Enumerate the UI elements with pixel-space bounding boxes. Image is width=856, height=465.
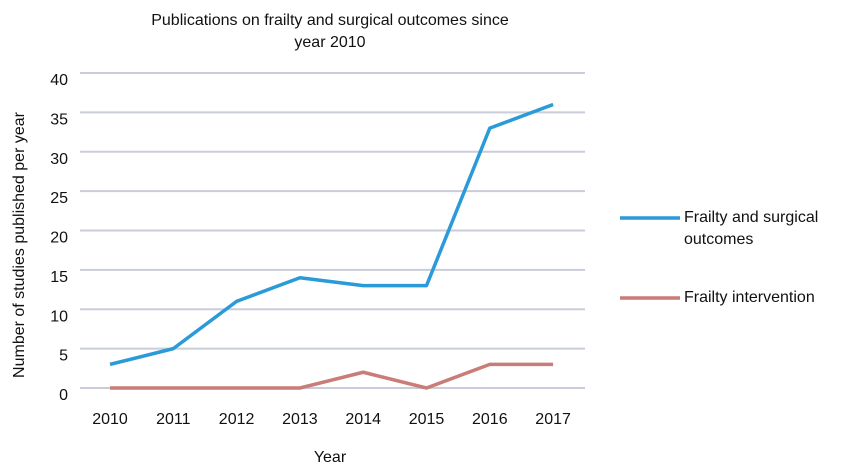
legend-label: Frailty intervention — [684, 289, 815, 306]
legend-label: Frailty and surgical outcomes — [684, 209, 819, 248]
x-tick-label: 2011 — [156, 411, 191, 428]
y-tick-label: 30 — [50, 151, 68, 168]
y-tick-label: 25 — [50, 190, 68, 207]
chart-title: Publications on frailty and surgical out… — [151, 12, 509, 51]
x-tick-label: 2015 — [409, 411, 445, 428]
y-tick-label: 35 — [50, 111, 68, 128]
y-tick-label: 15 — [50, 269, 68, 286]
x-tick-label: 2016 — [472, 411, 508, 428]
x-tick-label: 2017 — [535, 411, 571, 428]
series-line — [109, 102, 554, 367]
x-tick-label: 2012 — [219, 411, 255, 428]
y-tick-label: 20 — [50, 230, 68, 247]
y-tick-label: 0 — [59, 387, 68, 404]
y-tick-label: 40 — [50, 72, 68, 89]
y-axis-label: Number of studies published per year — [11, 111, 28, 378]
series-line — [110, 362, 554, 390]
x-axis-label: Year — [314, 449, 347, 465]
y-tick-label: 5 — [59, 348, 68, 365]
x-tick-label: 2013 — [282, 411, 318, 428]
y-tick-label: 10 — [50, 308, 68, 325]
x-tick-label: 2010 — [92, 411, 128, 428]
x-tick-label: 2014 — [345, 411, 381, 428]
